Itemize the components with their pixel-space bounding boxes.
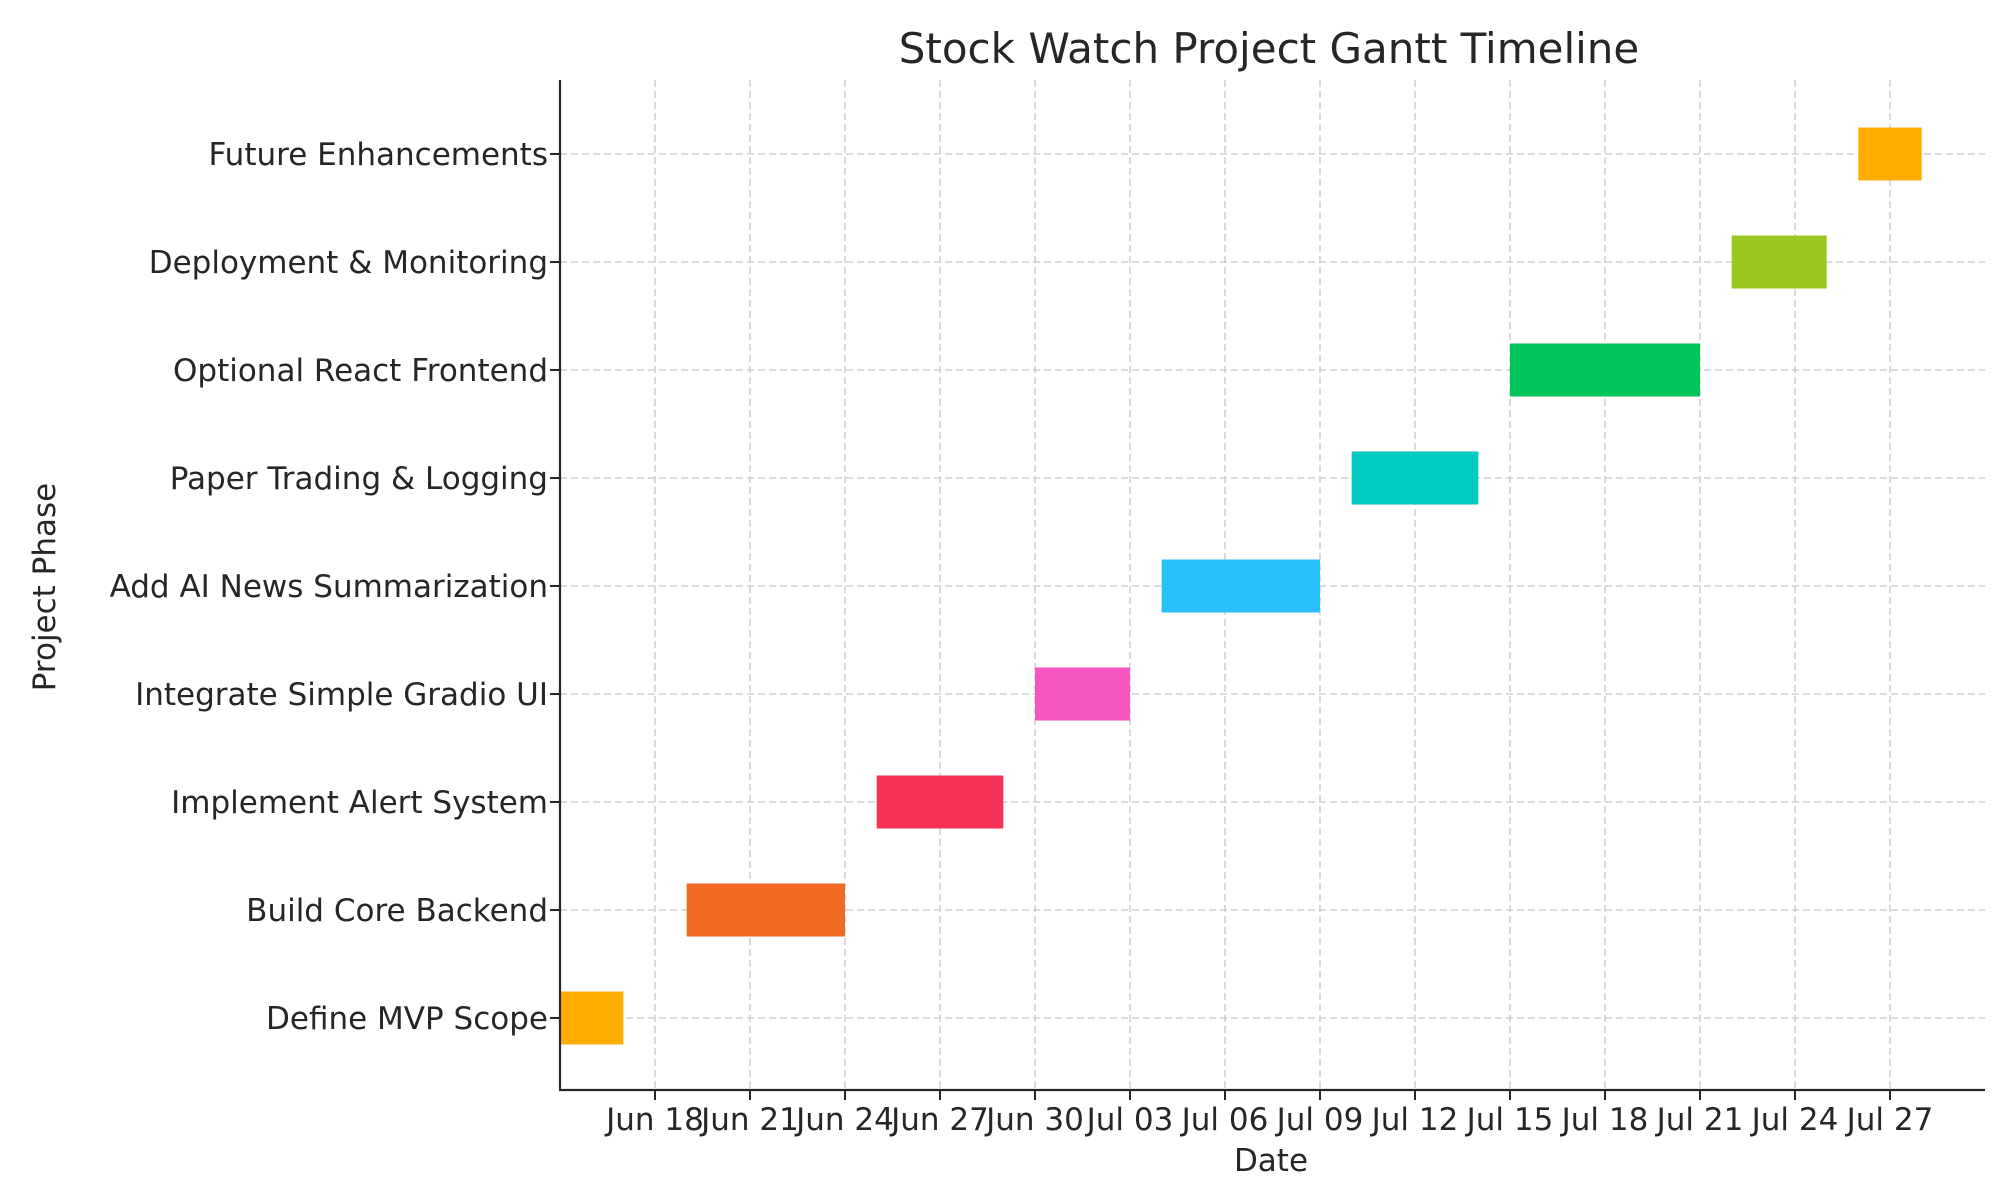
- y-tick-label: Define MVP Scope: [266, 1001, 548, 1037]
- x-tick-label: Jul 09: [1275, 1102, 1364, 1138]
- x-tick-label: Jul 18: [1560, 1102, 1649, 1138]
- chart-title: Stock Watch Project Gantt Timeline: [899, 24, 1640, 73]
- task-bars: [560, 127, 1922, 1045]
- x-tick-label: Jul 27: [1845, 1102, 1934, 1138]
- y-tick-label: Add AI News Summarization: [110, 569, 548, 605]
- x-tick-label: Jun 27: [889, 1102, 989, 1138]
- task-bar: [876, 775, 1004, 829]
- x-tick-label: Jul 15: [1465, 1102, 1554, 1138]
- x-tick-label: Jul 06: [1180, 1102, 1269, 1138]
- x-tick-label: Jun 30: [984, 1102, 1084, 1138]
- x-tick-label: Jul 21: [1655, 1102, 1744, 1138]
- task-bar: [1161, 559, 1320, 613]
- y-tick-label: Paper Trading & Logging: [170, 461, 548, 497]
- x-tick-label: Jul 12: [1370, 1102, 1459, 1138]
- x-tick-label: Jul 24: [1750, 1102, 1839, 1138]
- y-tick-label: Integrate Simple Gradio UI: [135, 677, 548, 713]
- y-tick-label: Deployment & Monitoring: [149, 245, 548, 281]
- task-bar: [560, 991, 624, 1045]
- task-bar: [1035, 667, 1130, 721]
- x-tick-label: Jun 21: [699, 1102, 799, 1138]
- task-bar: [1351, 451, 1479, 505]
- task-bar: [1510, 343, 1700, 397]
- task-bar: [1858, 127, 1922, 181]
- task-bar: [1731, 235, 1827, 289]
- x-axis-label: Date: [1234, 1143, 1308, 1179]
- y-tick-label: Build Core Backend: [246, 893, 548, 929]
- y-tick-label: Future Enhancements: [209, 137, 548, 173]
- y-axis-label: Project Phase: [27, 483, 63, 691]
- task-bar: [686, 883, 845, 937]
- x-tick-label: Jun 24: [794, 1102, 894, 1138]
- y-tick-label: Implement Alert System: [171, 785, 548, 821]
- y-tick-label: Optional React Frontend: [173, 353, 548, 389]
- x-tick-label: Jun 18: [604, 1102, 704, 1138]
- x-tick-label: Jul 03: [1085, 1102, 1174, 1138]
